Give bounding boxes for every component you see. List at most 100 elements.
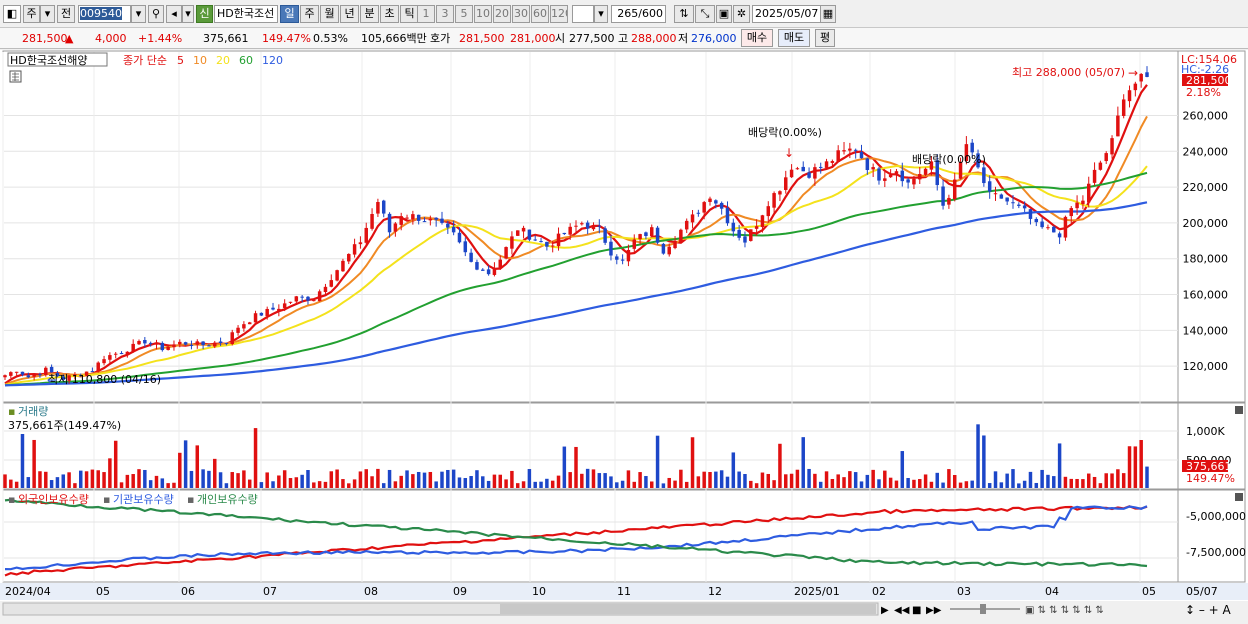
volume-bar xyxy=(853,472,858,488)
speaker-icon[interactable]: ◂ xyxy=(166,5,182,23)
minute-dropdown-icon[interactable]: ▾ xyxy=(594,5,608,23)
scroll-right-icon[interactable]: ▶ xyxy=(881,605,889,616)
dividend-annotation-1: 배당락(0.00%) xyxy=(748,126,822,139)
volume-bar xyxy=(90,469,95,488)
period-select[interactable]: 주 xyxy=(23,5,40,23)
candle-body xyxy=(1040,221,1044,228)
volume-bar xyxy=(137,469,141,488)
candle-body xyxy=(591,225,596,230)
minute-option-30[interactable]: 30 xyxy=(512,5,530,23)
search-icon[interactable]: ⚲ xyxy=(148,5,164,23)
stock-name-field[interactable]: HD한국조선 xyxy=(214,5,278,23)
minute-option-120[interactable]: 120 xyxy=(550,5,568,23)
ma-legend: 5 10 20 60 120 xyxy=(177,54,283,67)
chart-tool-icon[interactable]: ⇅ xyxy=(674,5,694,23)
volume-bar xyxy=(271,481,275,488)
zoom-controls-icon[interactable]: ↕ – + A xyxy=(1185,603,1232,617)
candle-body xyxy=(166,346,170,350)
volume-bar xyxy=(877,479,881,488)
minute-option-3[interactable]: 3 xyxy=(436,5,454,23)
buy-button[interactable]: 매수 xyxy=(741,29,773,47)
prev-button[interactable]: 전 xyxy=(57,5,75,23)
calendar-icon[interactable]: ▦ xyxy=(820,5,836,23)
candle-body xyxy=(469,252,473,262)
candle-body xyxy=(947,197,951,205)
volume-bar xyxy=(1017,483,1021,488)
x-tick-label: 2024/04 xyxy=(5,585,51,598)
volume-panel-close-icon[interactable] xyxy=(1235,406,1243,414)
speaker-dropdown-icon[interactable]: ▾ xyxy=(182,5,194,23)
holding-line-2 xyxy=(4,498,1148,568)
count-total: /600 xyxy=(638,7,663,20)
scrollbar-thumb[interactable] xyxy=(500,604,876,614)
minute-input[interactable] xyxy=(572,5,594,23)
volume-bar xyxy=(801,437,805,488)
volume-bar xyxy=(1075,478,1079,488)
fast-forward-icon[interactable]: ▶▶ xyxy=(926,605,942,616)
settings-icon[interactable]: ✲ xyxy=(733,5,750,23)
code-dropdown-icon[interactable]: ▾ xyxy=(131,5,146,23)
volume-bar xyxy=(568,472,572,488)
candle-body xyxy=(282,303,287,308)
interval-2[interactable]: 월 xyxy=(320,5,339,23)
stop-icon[interactable]: ■ xyxy=(912,605,921,616)
candle-body xyxy=(481,269,485,271)
candle-body xyxy=(650,227,654,237)
candle-body xyxy=(3,375,7,378)
interval-5[interactable]: 초 xyxy=(380,5,399,23)
save-icon[interactable]: ▣ xyxy=(716,5,732,23)
minute-option-20[interactable]: 20 xyxy=(493,5,511,23)
x-tick-label: 12 xyxy=(708,585,722,598)
count-input[interactable]: 265/600 xyxy=(611,5,666,23)
stock-code-input[interactable]: 009540 xyxy=(78,5,131,23)
candle-body xyxy=(265,308,269,317)
volume-bar xyxy=(387,469,392,488)
candle-body xyxy=(242,324,246,329)
interval-4[interactable]: 분 xyxy=(360,5,379,23)
minute-option-5[interactable]: 5 xyxy=(455,5,473,23)
volume-bar xyxy=(370,476,374,488)
minute-option-1[interactable]: 1 xyxy=(417,5,435,23)
sell-button[interactable]: 매도 xyxy=(778,29,810,47)
volume-bar xyxy=(347,483,351,488)
interval-1[interactable]: 주 xyxy=(300,5,319,23)
candle-body xyxy=(766,206,771,217)
volume-bar xyxy=(848,471,852,488)
current-price-tag: 281,500 xyxy=(1186,74,1232,87)
eval-button[interactable]: 평 xyxy=(815,29,835,47)
low-annotation: 최저 110,800 (04/16) xyxy=(48,373,161,386)
volume-bar xyxy=(1086,473,1091,488)
volume-bar xyxy=(696,476,701,488)
candle-body xyxy=(329,280,334,287)
lc-label: LC:154.06 xyxy=(1181,53,1237,66)
table-toggle-icon[interactable] xyxy=(9,70,22,83)
candle-body xyxy=(539,241,543,243)
minute-option-10[interactable]: 10 xyxy=(474,5,492,23)
date-input[interactable]: 2025/05/07 xyxy=(752,5,824,23)
new-badge[interactable]: 신 xyxy=(196,5,213,23)
window-menu-icon[interactable]: ◧ xyxy=(3,5,21,23)
chevron-down-icon[interactable]: ▾ xyxy=(40,5,55,23)
minute-option-60[interactable]: 60 xyxy=(531,5,549,23)
volume-bar xyxy=(597,473,602,488)
volume-info: 375,661주(149.47%) xyxy=(8,419,121,432)
volume-bar xyxy=(958,482,963,488)
volume-bar xyxy=(580,473,584,488)
interval-3[interactable]: 년 xyxy=(340,5,359,23)
volume-bar xyxy=(341,479,345,488)
candle-body xyxy=(533,239,537,241)
candle-body xyxy=(131,343,135,352)
candle-body xyxy=(463,241,468,253)
stock-chart[interactable]: 120,000 140,000 160,000 180,000 200,000 220,0… xyxy=(0,50,1248,621)
holding-panel-close-icon[interactable] xyxy=(1235,493,1243,501)
bid-label: 호가 xyxy=(430,32,451,45)
volume-bar xyxy=(294,477,299,488)
ma-legend-20: 20 xyxy=(216,54,230,67)
bottom-tool-icons[interactable]: ▣ ⇅ ⇅ ⇅ ⇅ ⇅ ⇅ xyxy=(1025,605,1104,616)
interval-0[interactable]: 일 xyxy=(280,5,299,23)
line-tool-icon[interactable]: ⤡ xyxy=(695,5,715,23)
zoom-slider-handle[interactable] xyxy=(980,604,986,614)
candle-body xyxy=(801,166,805,172)
rewind-icon[interactable]: ◀◀ xyxy=(894,605,910,616)
volume-bar xyxy=(67,472,71,488)
